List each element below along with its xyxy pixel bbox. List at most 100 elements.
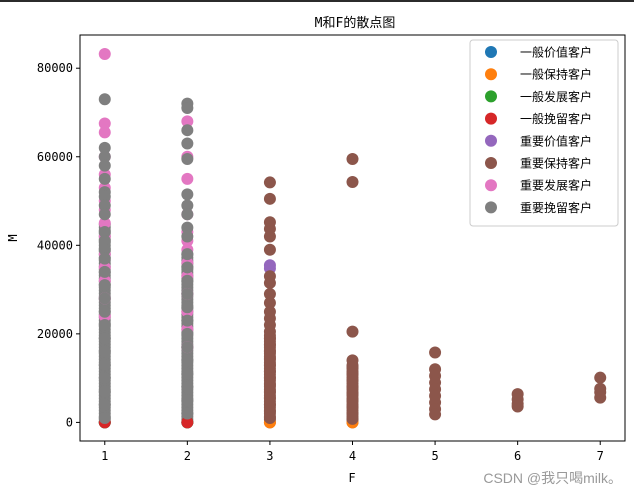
data-point — [181, 115, 194, 128]
y-tick-label: 0 — [66, 415, 73, 429]
data-point — [429, 408, 442, 421]
data-point — [98, 243, 111, 256]
data-point — [181, 394, 194, 407]
legend-marker — [485, 179, 497, 192]
data-point — [263, 230, 276, 243]
data-point — [594, 391, 607, 404]
x-tick-label: 7 — [597, 449, 604, 463]
series-0 — [98, 416, 194, 429]
data-point — [263, 243, 276, 256]
legend-label: 重要发展客户 — [520, 178, 592, 193]
watermark: CSDN @我只喝milk。 — [483, 470, 622, 486]
data-point — [346, 325, 359, 338]
legend-marker — [485, 90, 497, 103]
data-point — [181, 137, 194, 150]
data-point — [346, 412, 359, 425]
data-point — [181, 248, 194, 261]
data-point — [98, 305, 111, 318]
legend-marker — [485, 112, 497, 125]
legend-label: 重要价值客户 — [520, 133, 592, 148]
data-point — [181, 230, 194, 243]
data-point — [346, 152, 359, 165]
data-point — [181, 380, 194, 393]
series-3 — [98, 416, 194, 429]
data-point — [429, 346, 442, 359]
series-6 — [98, 48, 194, 354]
y-axis: 0 20000 40000 60000 80000 — [37, 61, 80, 429]
data-point — [181, 188, 194, 201]
data-point — [98, 292, 111, 305]
data-point — [263, 288, 276, 301]
data-point — [181, 416, 194, 429]
series-2 — [98, 416, 194, 429]
series-1 — [263, 416, 359, 429]
series-5 — [263, 152, 607, 425]
legend: 一般价值客户一般保持客户一般发展客户一般挽留客户重要价值客户重要保持客户重要发展… — [469, 39, 619, 227]
data-point — [98, 358, 111, 371]
data-point — [98, 279, 111, 292]
data-point — [263, 411, 276, 424]
y-tick-label: 60000 — [37, 150, 73, 164]
legend-label: 一般挽留客户 — [520, 111, 592, 126]
data-point — [98, 252, 111, 265]
y-axis-label: M — [6, 234, 20, 241]
x-tick-label: 1 — [101, 449, 108, 463]
data-point — [181, 314, 194, 327]
data-point — [263, 276, 276, 289]
data-point — [98, 126, 111, 139]
legend-marker — [485, 46, 497, 58]
data-point — [263, 176, 276, 189]
data-point — [511, 400, 524, 413]
legend-marker — [485, 157, 497, 169]
data-point — [181, 152, 194, 165]
data-point — [98, 141, 111, 154]
legend-label: 重要挽留客户 — [520, 200, 592, 215]
data-point — [98, 190, 111, 203]
data-point — [98, 265, 111, 278]
data-point — [181, 288, 194, 301]
legend-label: 一般发展客户 — [520, 89, 592, 104]
data-point — [98, 398, 111, 411]
legend-label: 一般价值客户 — [520, 45, 592, 60]
legend-label: 重要保持客户 — [520, 156, 592, 171]
data-point — [181, 301, 194, 314]
legend-label: 一般保持客户 — [520, 67, 592, 82]
data-point — [98, 117, 111, 130]
series-7 — [98, 93, 194, 424]
data-point — [181, 199, 194, 212]
x-tick-label: 3 — [266, 449, 273, 463]
data-point — [263, 192, 276, 205]
data-point — [181, 367, 194, 380]
data-point — [181, 208, 194, 221]
y-tick-label: 20000 — [37, 327, 73, 341]
data-point — [181, 407, 194, 420]
data-point — [181, 274, 194, 287]
x-tick-label: 5 — [431, 449, 438, 463]
data-point — [181, 354, 194, 367]
data-point — [181, 261, 194, 274]
data-point — [594, 371, 607, 384]
legend-marker — [485, 68, 497, 81]
data-point — [181, 341, 194, 354]
chart-title: M和F的散点图 — [315, 15, 396, 31]
data-point — [98, 226, 111, 239]
data-point — [98, 199, 111, 212]
data-point — [98, 208, 111, 221]
plot-area — [98, 48, 607, 429]
data-point — [181, 221, 194, 234]
x-tick-label: 4 — [349, 449, 356, 463]
legend-marker — [485, 201, 497, 214]
data-point — [181, 172, 194, 185]
data-point — [98, 217, 111, 230]
x-axis: 1 2 3 4 5 6 7 — [101, 441, 604, 463]
legend-box — [469, 39, 619, 227]
data-point — [181, 102, 194, 115]
data-point — [98, 172, 111, 185]
y-tick-label: 80000 — [37, 61, 73, 75]
data-point — [181, 124, 194, 137]
data-point — [98, 345, 111, 358]
data-point — [263, 296, 276, 309]
data-point — [98, 150, 111, 163]
data-point — [98, 385, 111, 398]
